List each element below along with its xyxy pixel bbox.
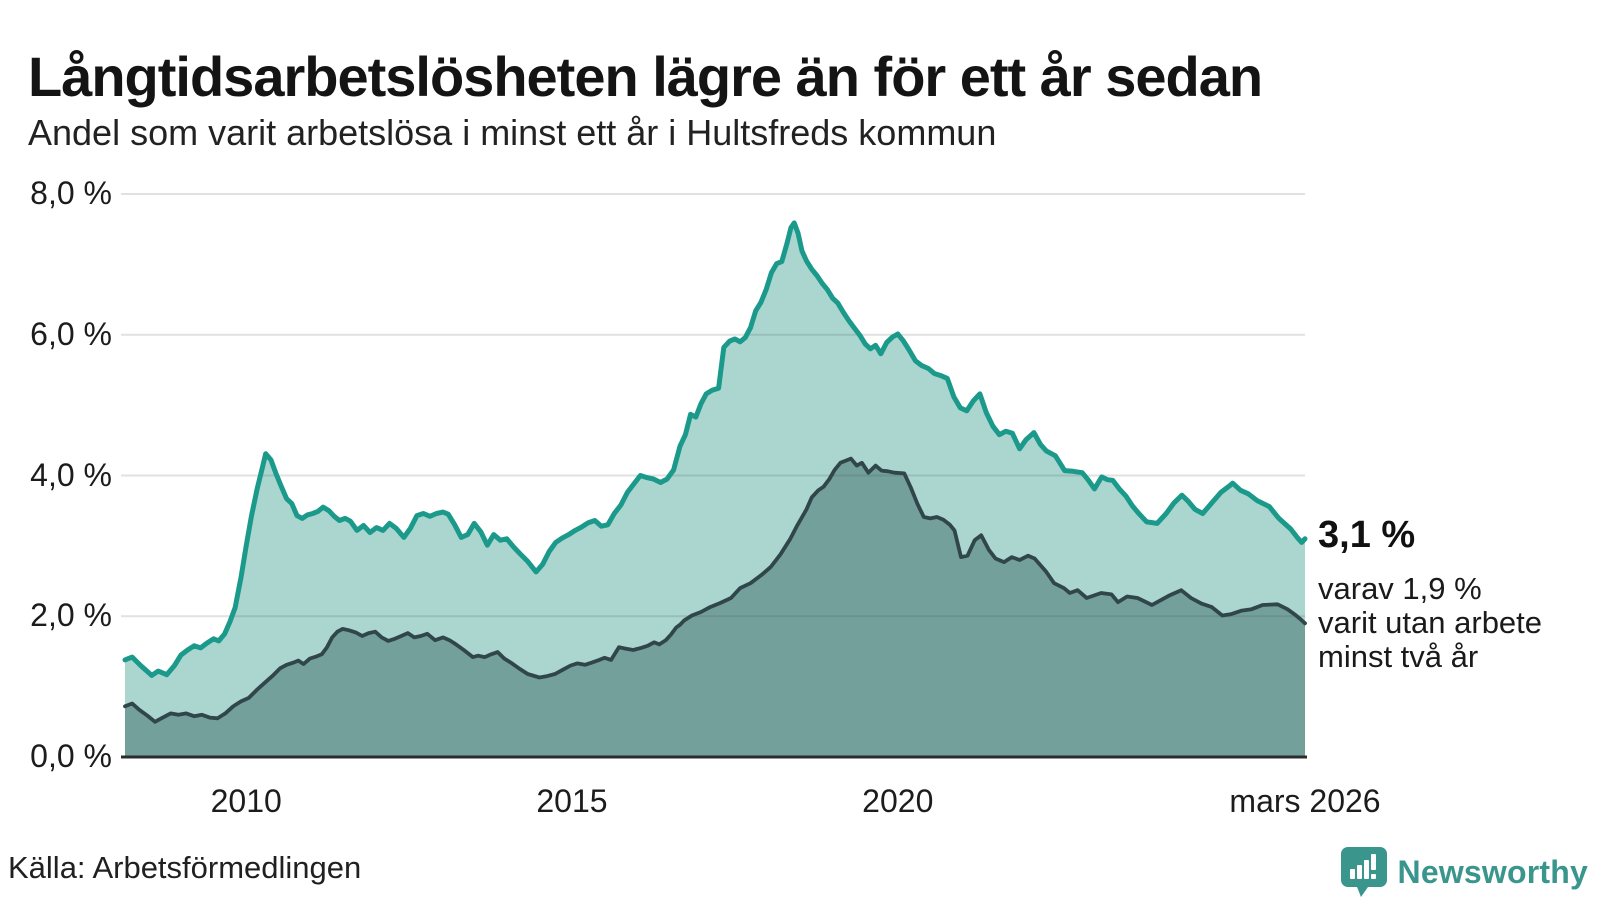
x-tick-label: 2020: [862, 783, 934, 819]
x-tick-label: mars 2026: [1229, 783, 1381, 819]
newsworthy-bubble-chart-icon: [1340, 847, 1387, 897]
y-tick-label: 0,0 %: [30, 738, 112, 774]
series-line-2: [123, 456, 1307, 724]
annotation-line: varav 1,9 %: [1318, 571, 1482, 606]
y-tick-label: 8,0 %: [30, 175, 112, 211]
y-tick-label: 4,0 %: [30, 456, 112, 493]
logo-text: Newsworthy: [1397, 853, 1588, 890]
x-tick-label: 2015: [536, 783, 608, 819]
series-area-2: [125, 458, 1305, 757]
x-tick-label: 2010: [210, 783, 282, 819]
annotation-line: varit utan arbete: [1318, 605, 1543, 640]
newsworthy-logo: Newsworthy: [1340, 846, 1588, 898]
latest-value-label: 3,1 %: [1318, 514, 1416, 556]
annotation-line: minst två år: [1318, 639, 1479, 674]
source-label: Källa: Arbetsförmedlingen: [8, 850, 362, 885]
series-line-1: [122, 220, 1308, 678]
annotation-detail: varav 1,9 % varit utan arbete minst två …: [1318, 572, 1542, 674]
y-tick-label: 2,0 %: [30, 597, 112, 634]
page-title: Långtidsarbetslösheten lägre än för ett …: [28, 44, 1263, 108]
y-tick-label: 6,0 %: [30, 315, 112, 352]
chart-subtitle: Andel som varit arbetslösa i minst ett å…: [28, 112, 997, 153]
